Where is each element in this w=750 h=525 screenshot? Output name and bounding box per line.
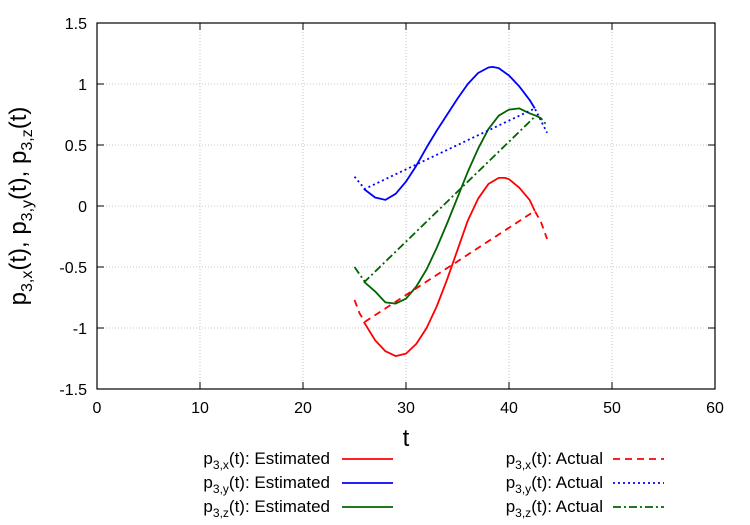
legend-label-1: p3,x(t): Estimated — [203, 449, 330, 472]
legend-label-rest: (t): Estimated — [229, 473, 330, 492]
legend-label-base: p — [506, 473, 515, 492]
series-line-1 — [363, 176, 536, 358]
series-line-6 — [353, 114, 548, 283]
x-tick-label: 50 — [603, 400, 621, 417]
legend-label-base: p — [203, 449, 212, 468]
x-axis-title: t — [403, 425, 410, 452]
y-title-rest: (t), — [5, 235, 32, 271]
y-tick-label: 1 — [78, 77, 87, 94]
x-tick-label: 0 — [93, 400, 102, 417]
grid — [97, 23, 715, 389]
x-tick-label: 40 — [500, 400, 518, 417]
legend-label-6: p3,z(t): Actual — [506, 497, 603, 520]
x-tick-label: 10 — [191, 400, 209, 417]
legend-label-sub: 3,y — [213, 482, 229, 496]
y-axis-title: p3,x(t), p3,y(t), p3,z(t) — [5, 107, 36, 306]
x-tick-label: 20 — [294, 400, 312, 417]
legend-label-rest: (t): Estimated — [229, 497, 330, 516]
legend-label-4: p3,x(t): Actual — [506, 449, 603, 472]
x-tick-label: 30 — [397, 400, 415, 417]
series-line-2 — [363, 66, 536, 201]
series-lines — [353, 66, 548, 358]
legend-label-5: p3,y(t): Actual — [506, 473, 603, 496]
series-line-4 — [353, 209, 548, 323]
legend-label-sub: 3,z — [515, 506, 531, 520]
legend-label-3: p3,z(t): Estimated — [203, 497, 330, 520]
legend-label-sub: 3,z — [213, 506, 229, 520]
legend-label-sub: 3,x — [213, 458, 229, 472]
y-tick-label: -1 — [73, 321, 87, 338]
y-tick-label: 1.5 — [65, 16, 87, 33]
axis-ticks: 0 10 20 30 40 50 60 -1.5 -1 -0.5 0 0.5 1 1.5 — [59, 16, 724, 417]
legend-label-rest: (t): Actual — [531, 497, 603, 516]
y-tick-label: 0 — [78, 199, 87, 216]
y-tick-label: 0.5 — [65, 138, 87, 155]
y-title-sub: 3,z — [19, 129, 36, 150]
series-line-5 — [353, 107, 548, 190]
y-title-rest: (t) — [5, 107, 32, 130]
legend-label-base: p — [203, 473, 212, 492]
legend-label-sub: 3,x — [515, 458, 531, 472]
legend-label-base: p — [506, 497, 515, 516]
legend-label-sub: 3,y — [515, 482, 531, 496]
series-line-3 — [363, 107, 537, 305]
legend-label-rest: (t): Actual — [531, 473, 603, 492]
legend-label-base: p — [203, 497, 212, 516]
x-tick-label: 60 — [706, 400, 724, 417]
y-title-base: p — [5, 221, 32, 234]
y-title-sub: 3,x — [19, 271, 36, 292]
y-tick-label: -1.5 — [59, 382, 87, 399]
y-title-rest: (t), — [5, 164, 32, 200]
y-tick-label: -0.5 — [59, 260, 87, 277]
y-title-base: p — [5, 151, 32, 164]
legend-label-rest: (t): Actual — [531, 449, 603, 468]
y-title-base: p — [5, 292, 32, 305]
legend-label-rest: (t): Estimated — [229, 449, 330, 468]
y-title-sub: 3,y — [19, 200, 36, 221]
legend-label-2: p3,y(t): Estimated — [203, 473, 330, 496]
legend-label-base: p — [506, 449, 515, 468]
